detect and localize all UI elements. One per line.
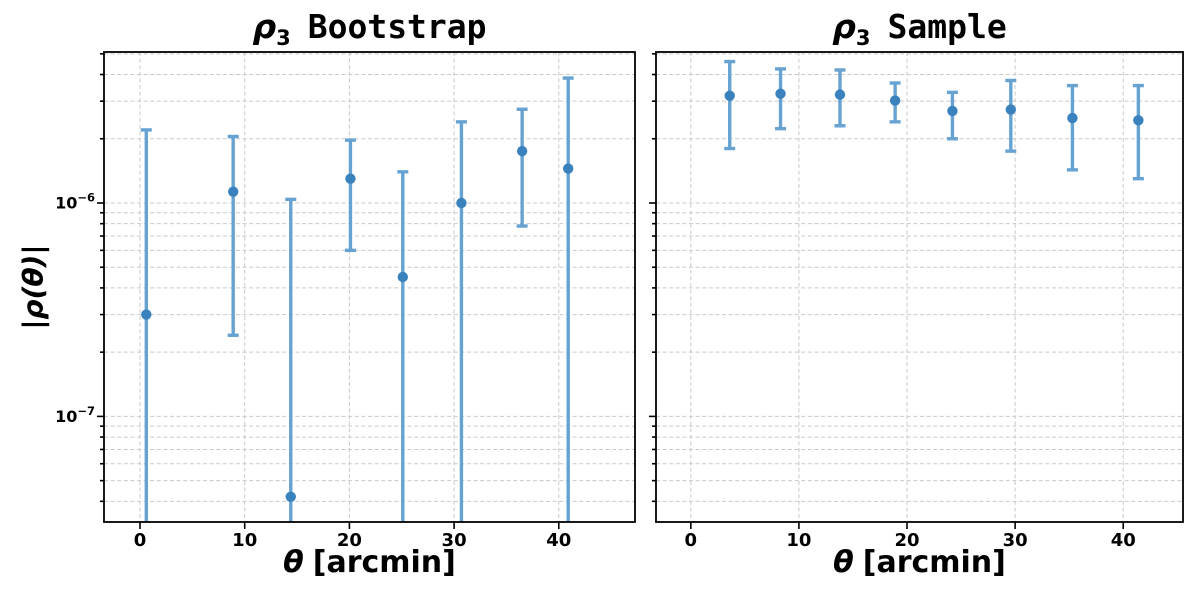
svg-text:30: 30 (442, 530, 467, 551)
right-plot-markers (724, 88, 1144, 126)
right-plot-x-tick-labels: 0 10 20 30 40 (685, 530, 1136, 551)
data-point-marker (947, 105, 958, 117)
rho-symbol: ρ (832, 7, 856, 46)
data-point-marker (1067, 112, 1078, 124)
left-plot-errorbars (140, 76, 574, 522)
svg-text:30: 30 (1003, 530, 1028, 551)
right-plot-frame (655, 51, 1184, 523)
data-point-marker (141, 309, 152, 320)
left-plot-ticks (97, 53, 560, 529)
arcmin-unit: [arcmin] (862, 545, 1006, 580)
left-plot-markers (141, 145, 574, 502)
y-tick-labels: 10−6 10−7 (55, 190, 95, 425)
theta-symbol: θ (833, 545, 854, 580)
svg-text:40: 40 (1111, 530, 1136, 551)
rho-symbol: ρ (252, 7, 277, 46)
data-point-marker (285, 491, 296, 502)
right-x-axis-label: θ [arcmin] (656, 544, 1183, 586)
title-subscript: 3 (855, 26, 871, 50)
data-point-marker (1005, 104, 1016, 115)
y-axis-label: |ρ(θ)| (16, 244, 50, 330)
arcmin-unit: [arcmin] (312, 545, 456, 580)
left-plot-x-tick-labels: 0 10 20 30 40 (134, 530, 572, 551)
data-point-marker (889, 95, 901, 106)
svg-text:10−7: 10−7 (55, 404, 95, 426)
right-plot-errorbars (724, 59, 1144, 181)
svg-text:20: 20 (337, 530, 362, 551)
title-text: Sample (887, 7, 1007, 46)
left-plot-title: ρ3 Bootstrap (104, 7, 635, 50)
data-point-marker (397, 271, 408, 283)
data-point-marker (563, 163, 574, 174)
title-subscript: 3 (276, 26, 291, 50)
right-plot-ticks (649, 53, 1125, 529)
data-point-marker (345, 173, 356, 184)
svg-text:0: 0 (134, 530, 147, 551)
svg-text:40: 40 (546, 530, 571, 551)
svg-text:20: 20 (894, 530, 919, 551)
right-plot-title: ρ3 Sample (656, 7, 1183, 50)
svg-text:10−6: 10−6 (55, 190, 95, 212)
data-point-marker (724, 90, 735, 101)
data-point-marker (456, 197, 467, 209)
data-point-marker (227, 186, 239, 197)
data-point-marker (834, 89, 846, 100)
data-point-marker (516, 145, 528, 157)
title-text: Bootstrap (307, 7, 487, 46)
svg-text:10: 10 (232, 530, 257, 551)
data-point-marker (1133, 115, 1144, 126)
svg-text:10: 10 (786, 530, 811, 551)
right-plot-grid (656, 52, 1183, 522)
left-plot-grid (104, 52, 635, 522)
left-plot-frame (103, 51, 636, 523)
data-point-marker (775, 88, 786, 99)
svg-text:0: 0 (685, 530, 698, 551)
theta-symbol: θ (283, 545, 304, 580)
left-x-axis-label: θ [arcmin] (104, 544, 635, 586)
